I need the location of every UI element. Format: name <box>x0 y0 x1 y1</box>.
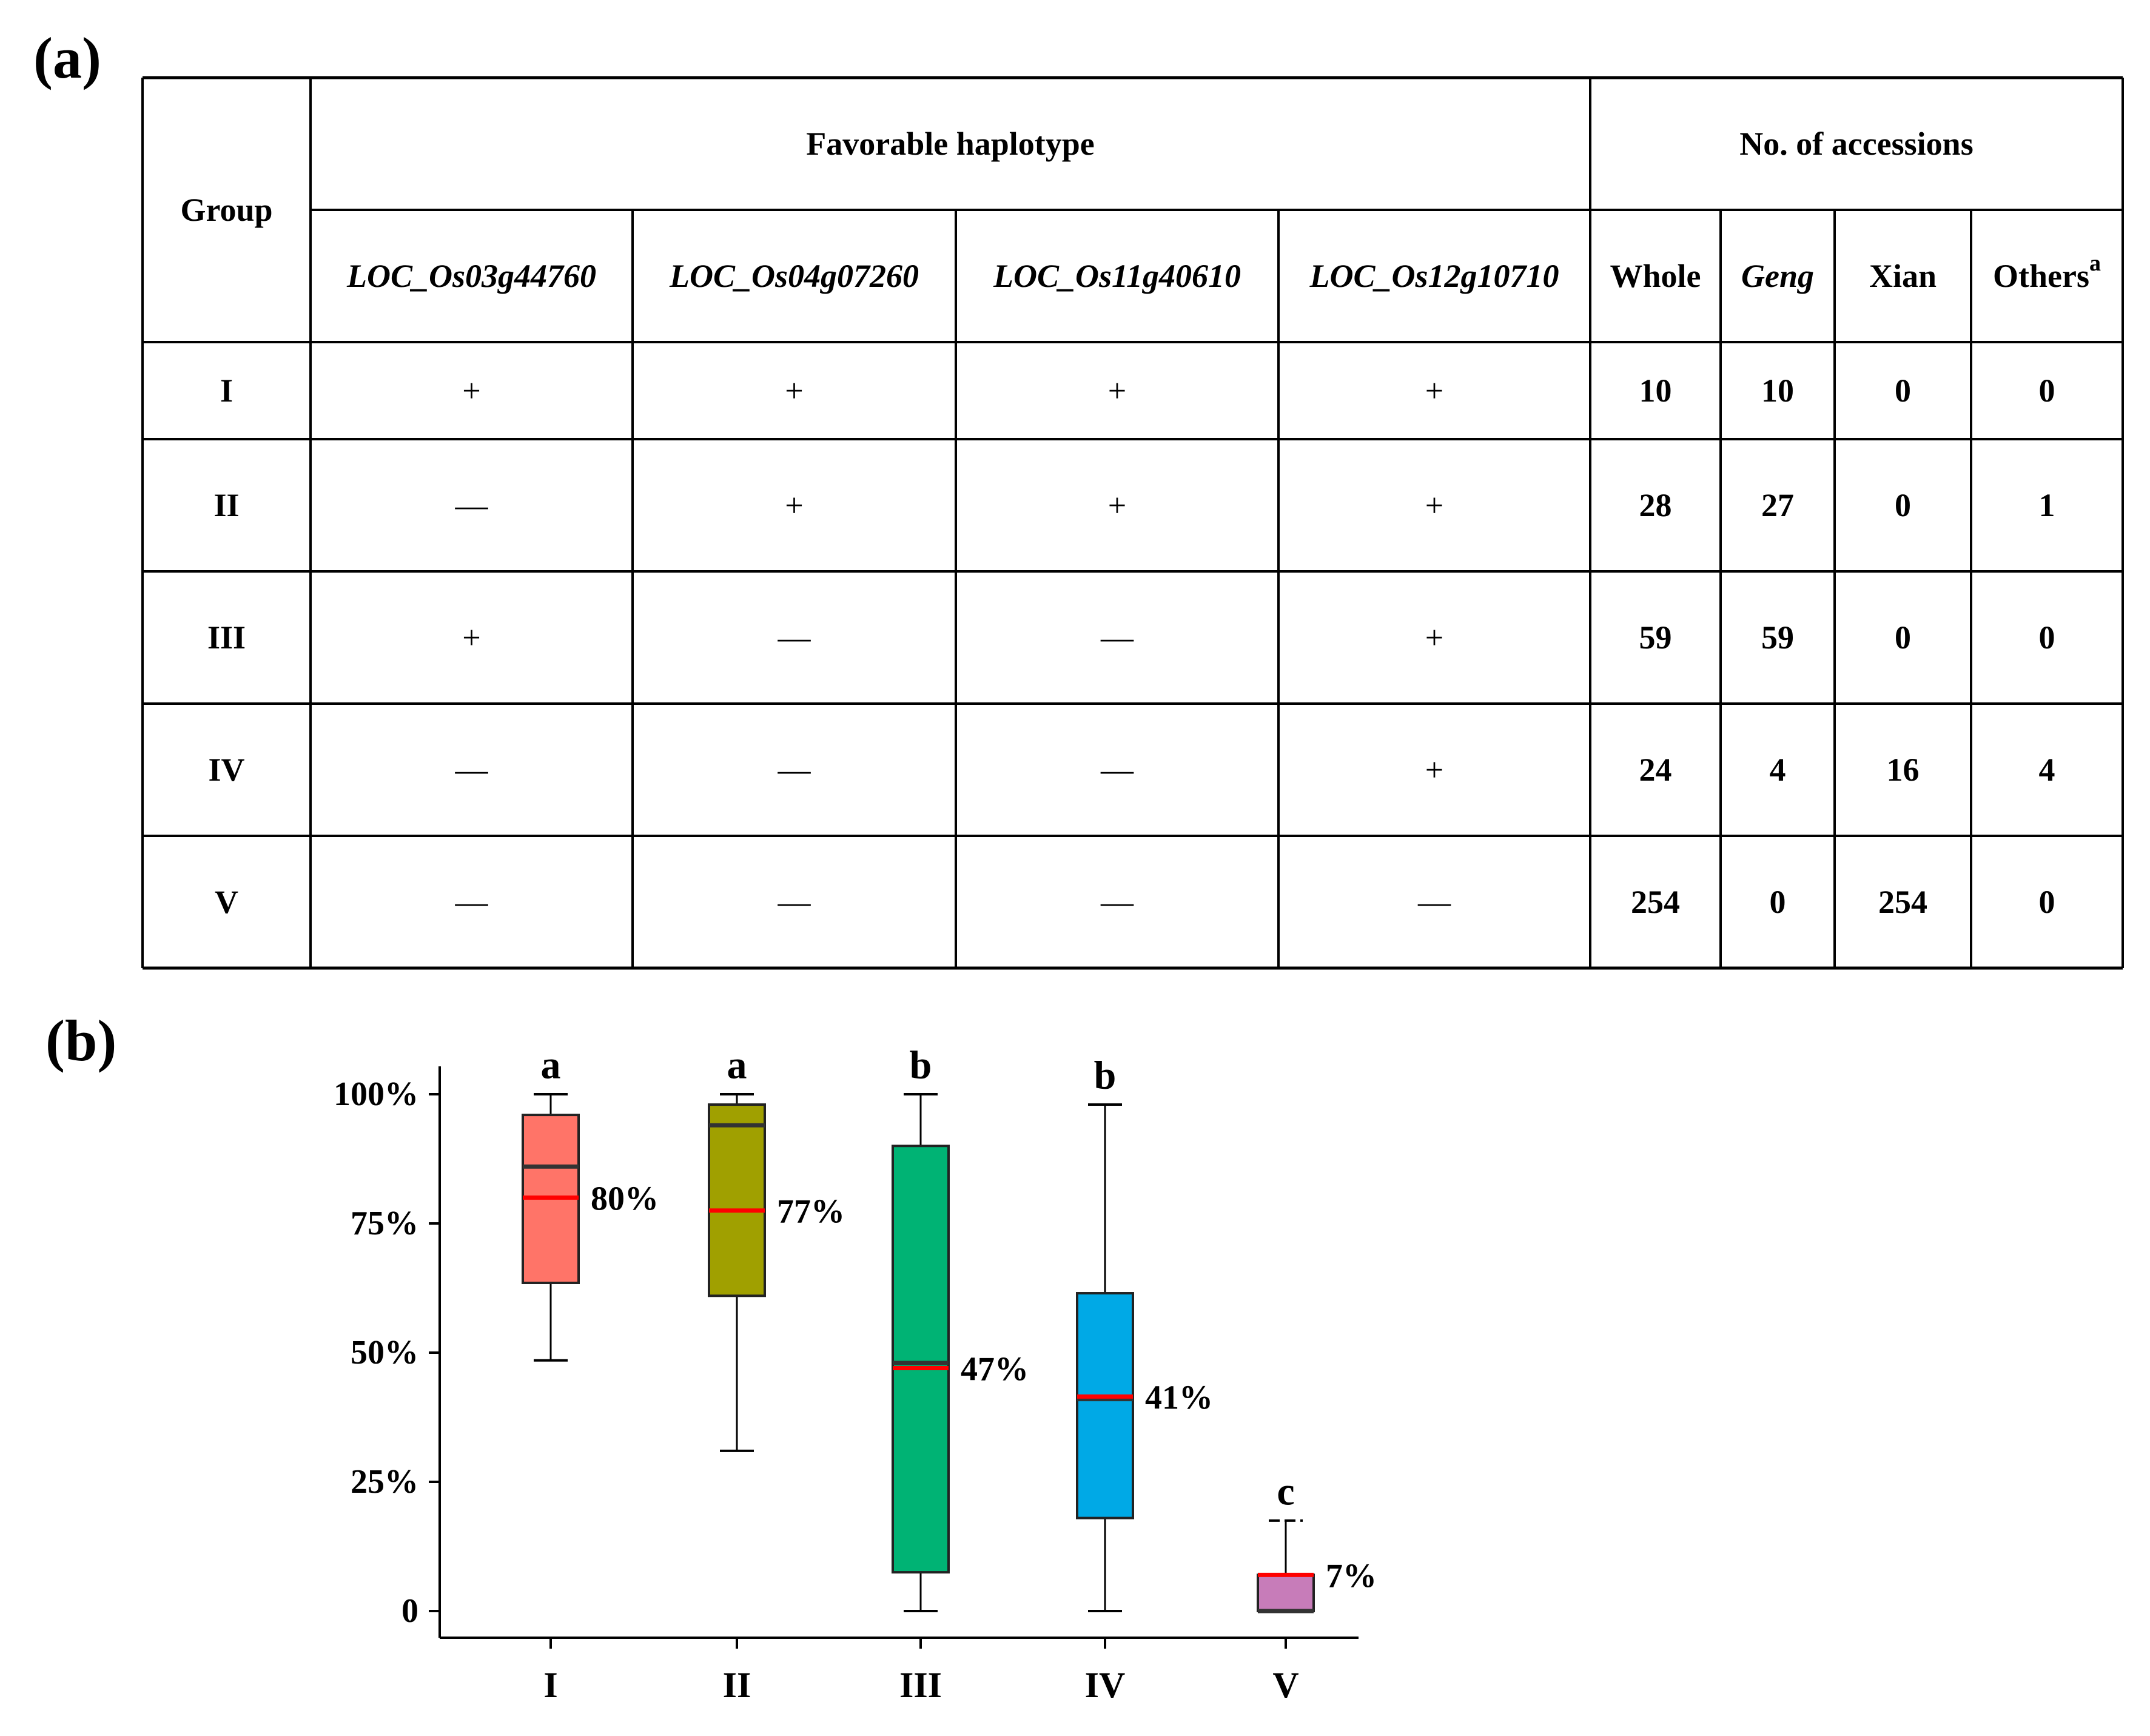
haplotype-cell: + <box>1425 619 1443 656</box>
y-tick-label: 50% <box>351 1334 418 1371</box>
box-group-II: 77% a <box>708 1043 845 1452</box>
count-cell: 24 <box>1639 752 1672 788</box>
count-cell: 4 <box>2039 752 2055 788</box>
count-cell: 10 <box>1639 372 1672 409</box>
subpop-header: Whole <box>1610 258 1701 294</box>
mean-label: 80% <box>591 1180 659 1217</box>
accessions-header: No. of accessions <box>1739 126 1973 162</box>
count-cell: 27 <box>1761 487 1794 523</box>
x-tick-label: III <box>899 1665 942 1705</box>
box-III <box>892 1145 950 1574</box>
gene-header: LOC_Os12g10710 <box>1309 258 1559 294</box>
subpop-header: Othersa <box>1993 251 2101 294</box>
significance-letter: a <box>541 1043 561 1088</box>
haplotype-cell: + <box>785 372 803 409</box>
haplotype-cell: + <box>1108 487 1126 523</box>
panel-label-a: (a) <box>33 25 101 90</box>
count-cell: 10 <box>1761 372 1794 409</box>
significance-letter: c <box>1277 1469 1294 1513</box>
count-cell: 0 <box>2039 372 2055 409</box>
haplotype-cell: + <box>1425 487 1443 523</box>
box-II <box>708 1103 766 1297</box>
box-group-I: 80% a <box>522 1043 659 1362</box>
count-cell: 0 <box>2039 884 2055 920</box>
y-tick-label: 100% <box>334 1075 418 1113</box>
haplotype-cell: — <box>778 619 811 656</box>
subpop-header: Xian <box>1869 258 1937 294</box>
count-cell: 254 <box>1631 884 1680 920</box>
group-cell: V <box>215 884 238 920</box>
count-cell: 1 <box>2039 487 2055 523</box>
count-cell: 254 <box>1878 884 1927 920</box>
haplotype-table: Group Favorable haplotype No. of accession… <box>141 76 2124 970</box>
box-group-IV: 41% b <box>1076 1054 1213 1612</box>
count-cell: 59 <box>1761 619 1794 656</box>
count-cell: 16 <box>1887 752 1920 788</box>
x-tick-label: I <box>543 1665 557 1705</box>
gene-header: LOC_Os04g07260 <box>669 258 919 294</box>
count-cell: 0 <box>2039 619 2055 656</box>
group-cell: I <box>220 372 233 409</box>
haplotype-cell: — <box>1100 619 1134 656</box>
haplotype-header: Favorable haplotype <box>806 126 1095 162</box>
haplotype-cell: + <box>1108 372 1126 409</box>
box-group-III: 47% b <box>892 1043 1029 1612</box>
haplotype-cell: + <box>1425 752 1443 788</box>
y-tick-label: 25% <box>351 1463 418 1501</box>
haplotype-cell: — <box>778 752 811 788</box>
count-cell: 28 <box>1639 487 1672 523</box>
count-cell: 59 <box>1639 619 1672 656</box>
haplotype-cell: — <box>1100 884 1134 920</box>
significance-letter: b <box>1094 1054 1117 1098</box>
count-cell: 0 <box>1895 487 1911 523</box>
box-group-V: 7% c <box>1257 1469 1377 1613</box>
gene-header: LOC_Os03g44760 <box>346 258 596 294</box>
group-cell: IV <box>208 752 244 788</box>
box-V <box>1257 1573 1315 1613</box>
haplotype-cell: — <box>455 752 489 788</box>
mean-label: 7% <box>1326 1557 1377 1595</box>
count-cell: 0 <box>1895 372 1911 409</box>
x-tick-label: II <box>723 1665 751 1705</box>
others-superscript: a <box>2089 251 2101 276</box>
haplotype-cell: + <box>462 372 480 409</box>
haplotype-cell: + <box>785 487 803 523</box>
count-cell: 4 <box>1770 752 1786 788</box>
subpop-header: Geng <box>1741 258 1814 294</box>
mean-label: 41% <box>1145 1379 1213 1416</box>
haplotype-cell: + <box>462 619 480 656</box>
haplotype-cell: — <box>455 884 489 920</box>
haplotype-cell: — <box>1417 884 1451 920</box>
group-header: Group <box>180 192 272 228</box>
significance-letter: b <box>910 1043 932 1088</box>
mean-label: 47% <box>961 1351 1029 1388</box>
haplotype-cell: — <box>778 884 811 920</box>
count-cell: 0 <box>1895 619 1911 656</box>
group-cell: II <box>213 487 239 523</box>
haplotype-cell: + <box>1425 372 1443 409</box>
count-cell: 0 <box>1770 884 1786 920</box>
gene-header: LOC_Os11g40610 <box>993 258 1241 294</box>
y-tick-label: 0 <box>401 1592 418 1630</box>
mean-label: 77% <box>777 1193 845 1231</box>
group-cell: III <box>207 619 246 656</box>
significance-letter: a <box>727 1043 747 1088</box>
y-tick-label: 75% <box>351 1205 418 1242</box>
x-tick-label: V <box>1272 1665 1298 1705</box>
haplotype-cell: — <box>455 487 489 523</box>
panel-label-b: (b) <box>45 1008 117 1073</box>
haplotype-cell: — <box>1100 752 1134 788</box>
x-tick-label: IV <box>1085 1665 1126 1705</box>
box-IV <box>1076 1292 1134 1519</box>
